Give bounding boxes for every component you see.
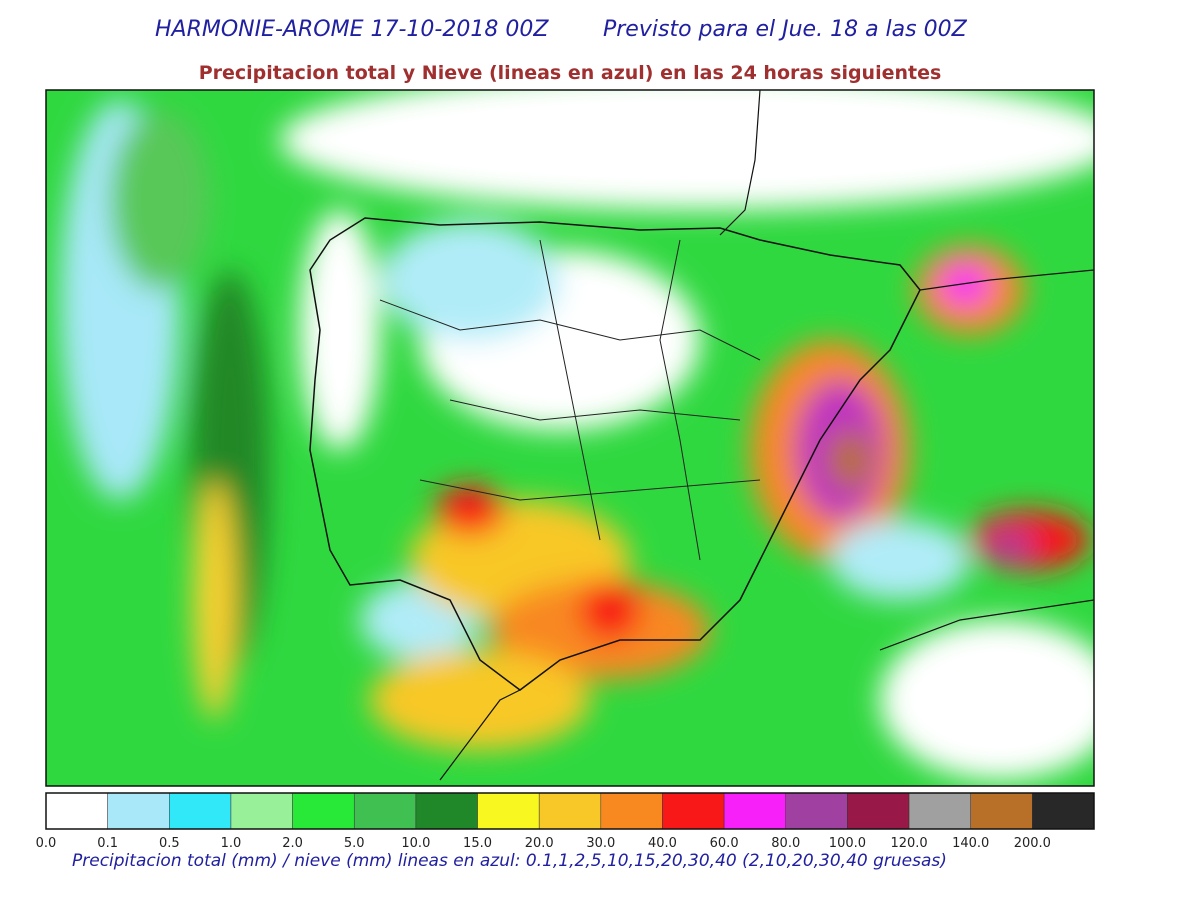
colorbar-swatch: [45, 792, 108, 830]
colorbar-label: 100.0: [829, 836, 866, 851]
precipitation-map: [46, 90, 1094, 786]
colorbar-label: 30.0: [586, 836, 615, 851]
colorbar: 0.0 0.1 0.5 1.0 2.0 5.0 10.0 15.0 20.0 30.0 40.0 60…: [36, 792, 1095, 851]
colorbar-swatch: [970, 792, 1033, 830]
region-borders: [379, 239, 761, 561]
colorbar-label: 2.0: [282, 836, 303, 851]
colorbar-label: 20.0: [525, 836, 554, 851]
colorbar-swatch: [785, 792, 848, 830]
coastline: [309, 217, 921, 691]
map-frame: [45, 89, 1095, 787]
colorbar-label: 40.0: [648, 836, 677, 851]
colorbar-swatch: [847, 792, 910, 830]
colorbar-frame: [45, 792, 1095, 830]
colorbar-swatch: [415, 792, 478, 830]
colorbar-label: 140.0: [952, 836, 989, 851]
colorbar-label: 1.0: [221, 836, 242, 851]
colorbar-label: 15.0: [463, 836, 492, 851]
colorbar-label: 0.1: [97, 836, 118, 851]
colorbar-swatch: [538, 792, 602, 830]
colorbar-label: 0.5: [159, 836, 180, 851]
border: [719, 90, 761, 236]
colorbar-label: 60.0: [710, 836, 739, 851]
colorbar-swatch: [723, 792, 787, 830]
footer-caption: Precipitacion total (mm) / nieve (mm) li…: [72, 851, 947, 871]
colorbar-swatch: [169, 792, 232, 830]
title-left: HARMONIE-AROME 17-10-2018 00Z: [155, 17, 549, 42]
colorbar-label: 200.0: [1014, 836, 1051, 851]
colorbar-label: 80.0: [771, 836, 800, 851]
colorbar-swatch: [908, 792, 971, 830]
colorbar-swatch: [1032, 792, 1095, 830]
colorbar-swatch: [662, 792, 725, 830]
colorbar-swatch: [600, 792, 663, 830]
colorbar-label: 0.0: [36, 836, 57, 851]
title-right: Previsto para el Jue. 18 a las 00Z: [603, 17, 968, 42]
colorbar-swatch: [477, 792, 540, 830]
colorbar-swatch: [107, 792, 170, 830]
colorbar-swatch: [353, 792, 417, 830]
border: [439, 269, 1094, 781]
colorbar-swatch: [230, 792, 293, 830]
colorbar-label: 120.0: [890, 836, 927, 851]
colorbar-swatch: [292, 792, 355, 830]
subtitle: Precipitacion total y Nieve (lineas en a…: [199, 62, 942, 84]
colorbar-label: 10.0: [401, 836, 430, 851]
colorbar-label: 5.0: [344, 836, 365, 851]
